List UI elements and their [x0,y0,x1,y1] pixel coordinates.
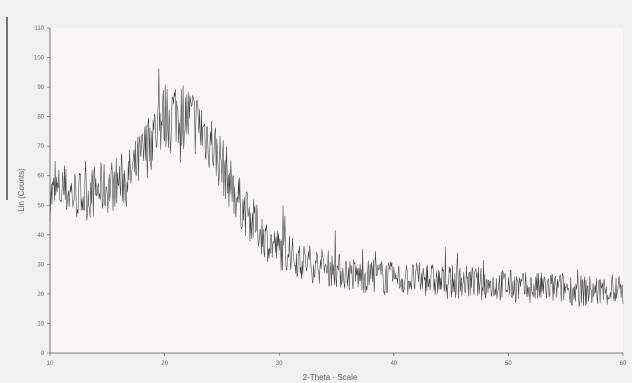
y-axis-title: Lin (Counts) [17,168,26,212]
y-axis-ticks: 0 10 20 30 40 50 60 70 80 90 100 110 [34,26,50,357]
x-axis-ticks: 10 20 30 40 50 60 [47,353,627,367]
y-tick-label: 60 [37,174,44,180]
y-tick-label: 100 [34,56,45,62]
y-tick-label: 80 [37,115,44,121]
y-tick-label: 40 [37,233,44,239]
x-tick-label: 40 [390,361,397,367]
y-tick-label: 50 [37,203,44,209]
y-tick-label: 0 [41,351,45,357]
y-tick-label: 20 [37,292,44,298]
x-tick-label: 20 [161,361,168,367]
y-tick-label: 70 [37,144,44,150]
series-layer [49,68,624,307]
y-tick-label: 110 [34,26,44,32]
x-axis-title: 2-Theta - Scale [303,373,358,382]
y-tick-label: 10 [37,321,44,327]
y-tick-label: 90 [37,85,44,91]
series-line [49,68,624,307]
x-tick-label: 30 [276,361,283,367]
x-tick-label: 50 [505,361,512,367]
x-tick-label: 60 [620,361,627,367]
x-tick-label: 10 [47,361,54,367]
y-tick-label: 30 [37,262,44,268]
plot-area [50,28,623,353]
